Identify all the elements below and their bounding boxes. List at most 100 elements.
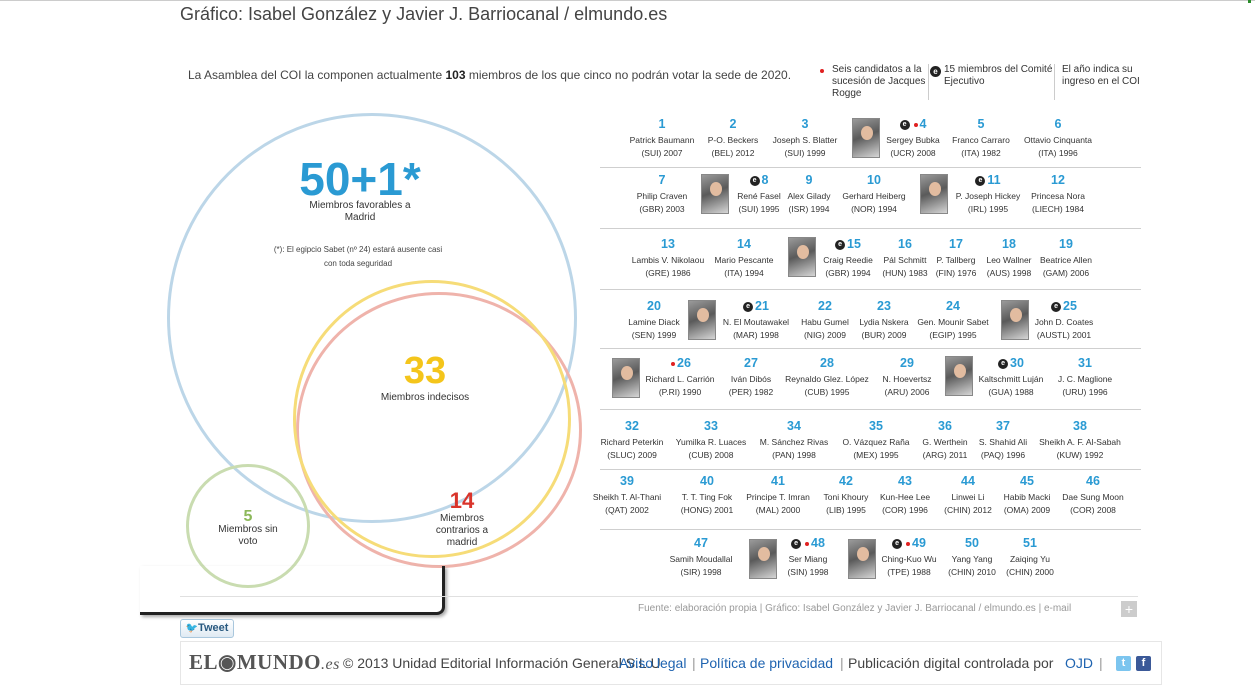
executive-e-icon: e <box>1051 301 1062 312</box>
member-info: (ARU) 2006 <box>884 387 930 397</box>
member-info: (NOR) 1994 <box>851 204 897 214</box>
share-plus-button[interactable]: + <box>1121 601 1137 617</box>
member-name: Pál Schmitt <box>883 255 927 265</box>
member-info: (SIR) 1998 <box>680 567 722 577</box>
executive-e-icon: e <box>892 538 903 549</box>
aviso-legal-link[interactable]: Aviso legal <box>619 655 687 671</box>
member-info: (LIECH) 1984 <box>1032 204 1084 214</box>
member-info: (QAT) 2002 <box>605 505 649 515</box>
member-number-text: 11 <box>987 173 1001 187</box>
member-name: Patrick Baumann <box>629 135 695 145</box>
member-name: P-O. Beckers <box>707 135 759 145</box>
member-card: 23 Lydia Nskera (BUR) 2009 <box>841 298 927 342</box>
logo-mundo: MUNDO <box>236 650 321 674</box>
member-info: (SLUC) 2009 <box>607 450 657 460</box>
member-name: Gerhard Heiberg <box>842 191 906 201</box>
member-name: Samih Moudallal <box>669 554 733 564</box>
member-number: 2 <box>729 117 737 131</box>
member-name: Sheikh A. F. Al-Sabah <box>1039 437 1121 447</box>
member-card: e 15 Craig Reedie (GBR) 1994 <box>805 236 891 280</box>
member-number: 10 <box>867 173 881 187</box>
member-card: 26 Richard L. Carrión (P.RI) 1990 <box>637 355 723 399</box>
member-card: 17 P. Tallberg (FIN) 1976 <box>913 236 999 280</box>
member-number: 29 <box>900 356 914 370</box>
member-card: 27 Iván Dibós (PER) 1982 <box>708 355 794 399</box>
member-photo-25 <box>1001 300 1029 340</box>
member-card: e 30 Kaltschmitt Luján (GUA) 1988 <box>968 355 1054 399</box>
member-info: (FIN) 1976 <box>935 268 977 278</box>
top-border <box>0 0 1255 3</box>
member-name: S. Shahid Ali <box>978 437 1028 447</box>
member-number: 39 <box>620 474 634 488</box>
ojd-link[interactable]: OJD <box>1065 655 1093 671</box>
elmundo-logo[interactable]: EL◉MUNDO.es <box>189 650 340 675</box>
member-info: (URU) 1996 <box>1062 387 1108 397</box>
member-card: 51 Zaiqing Yu (CHIN) 2000 <box>987 535 1073 579</box>
member-card: 43 Kun-Hee Lee (COR) 1996 <box>862 473 948 517</box>
executive-e-icon: e <box>899 119 910 130</box>
undecided-count: 33 <box>403 350 447 392</box>
publication-text: Publicación digital controlada por <box>848 655 1054 671</box>
member-number: e 25 <box>1021 298 1107 314</box>
member-name: Mario Pescante <box>714 255 774 265</box>
member-card: 33 Yumilka R. Luaces (CUB) 2008 <box>668 418 754 462</box>
member-info: (HONG) 2001 <box>680 505 734 515</box>
member-number: 22 <box>818 299 832 313</box>
member-number-text: 4 <box>919 117 927 131</box>
member-info: (KUW) 1992 <box>1056 450 1104 460</box>
intro-pre: La Asamblea del COI la componen actualme… <box>188 68 446 82</box>
member-info: (SUI) 1999 <box>784 148 826 158</box>
member-number: 20 <box>647 299 661 313</box>
member-name: Reynaldo Glez. López <box>785 374 869 384</box>
member-name: René Fasel <box>737 191 781 201</box>
member-photo-49 <box>848 539 876 579</box>
member-card: 37 S. Shahid Ali (PAQ) 1996 <box>960 418 1046 462</box>
member-name: Kun-Hee Lee <box>879 492 931 502</box>
novote-count: 5 <box>243 508 253 525</box>
member-name: N. Hoevertsz <box>882 374 932 384</box>
member-info: (BEL) 2012 <box>711 148 755 158</box>
member-card: 1 Patrick Baumann (SUI) 2007 <box>619 116 705 160</box>
legend-executive-text: 15 miembros del Comité Ejecutivo <box>944 64 1053 87</box>
member-number: 36 <box>938 419 952 433</box>
privacy-link[interactable]: Política de privacidad <box>700 655 834 671</box>
member-info: (CUB) 1995 <box>804 387 850 397</box>
member-name: Lamine Diack <box>628 317 680 327</box>
member-number: 33 <box>704 419 718 433</box>
member-number: 47 <box>694 536 708 550</box>
member-photo-11 <box>920 174 948 214</box>
member-card: 45 Habib Macki (OMA) 2009 <box>984 473 1070 517</box>
member-name: Princesa Nora <box>1031 191 1085 201</box>
legend-year: El año indica su ingreso en el COI <box>1062 64 1140 87</box>
member-card: 10 Gerhard Heiberg (NOR) 1994 <box>831 172 917 216</box>
row-divider <box>600 469 1141 470</box>
row-divider <box>600 529 1141 530</box>
favorable-note: (*): El egipcio Sabet (nº 24) estará aus… <box>273 245 443 268</box>
member-number: 34 <box>787 419 801 433</box>
against-label: Miembros contrarios a madrid <box>435 513 489 548</box>
executive-e-icon: e <box>930 66 941 77</box>
candidate-dot-icon <box>820 69 824 73</box>
tweet-button[interactable]: 🐦Tweet <box>180 619 234 638</box>
member-number: 3 <box>801 117 809 131</box>
member-name: Habu Gumel <box>801 317 849 327</box>
candidate-dot-icon <box>671 361 676 366</box>
twitter-icon[interactable]: t <box>1116 656 1131 671</box>
facebook-icon[interactable]: f <box>1136 656 1151 671</box>
member-number: 26 <box>637 355 723 371</box>
member-number: 1 <box>658 117 666 131</box>
member-info: (CHIN) 2000 <box>1006 567 1054 577</box>
member-card: 38 Sheikh A. F. Al-Sabah (KUW) 1992 <box>1037 418 1123 462</box>
footer-separator: | <box>1099 655 1103 671</box>
member-name: Franco Carraro <box>952 135 1010 145</box>
member-name: Zaiqing Yu <box>1009 554 1050 564</box>
member-name: Lydia Nskera <box>859 317 909 327</box>
legend-candidates-text: Seis candidatos a la sucesión de Jacques… <box>832 64 926 99</box>
member-name: Gen. Mounir Sabet <box>917 317 989 327</box>
member-name: Philip Craven <box>636 191 688 201</box>
member-number-text: 15 <box>847 237 861 251</box>
undecided-label: Miembros indecisos <box>380 392 470 403</box>
candidate-dot-icon <box>805 541 810 546</box>
member-info: (GBR) 1994 <box>825 268 871 278</box>
